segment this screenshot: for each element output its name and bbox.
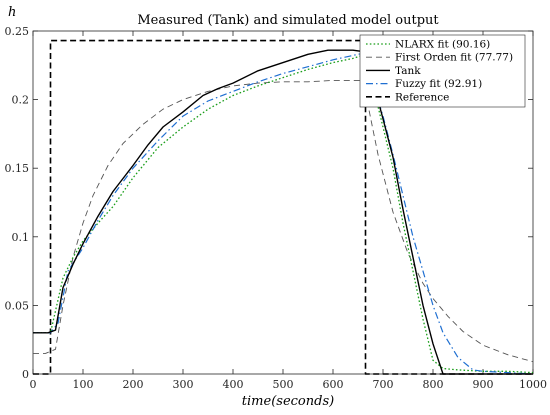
legend: NLARX fit (90.16)First Orden fit (77.77)… <box>359 34 526 108</box>
series-line-reference <box>33 39 533 375</box>
x-tick-label: 100 <box>73 378 94 391</box>
series-line-fuzzy-fit-92-91 <box>33 52 534 375</box>
legend-entry: Fuzzy fit (92.91) <box>395 78 482 90</box>
y-tick-label: 0.2 <box>12 94 30 107</box>
x-tick-label: 400 <box>223 378 244 391</box>
x-axis-label: time(seconds) <box>242 394 334 409</box>
x-tick-label: 0 <box>30 378 37 391</box>
x-tick-label: 900 <box>473 378 494 391</box>
x-tick-label: 600 <box>323 378 344 391</box>
series-line-tank <box>33 49 533 375</box>
legend-entry: Reference <box>395 91 449 103</box>
legend-entry: Tank <box>395 65 421 77</box>
y-axis-label: h <box>8 5 16 20</box>
x-tick-label: 700 <box>373 378 394 391</box>
chart-title: Measured (Tank) and simulated model outp… <box>137 13 439 28</box>
y-tick-label: 0.1 <box>12 231 30 244</box>
series-line-first-orden-fit-77-77 <box>33 79 534 363</box>
x-tick-label: 800 <box>423 378 444 391</box>
y-tick-label: 0.05 <box>5 299 30 312</box>
y-tick-label: 0 <box>22 368 29 381</box>
plot-area: 0 100 200 300 400 500 600 700 800 900 1000 0 0.05 0.1… <box>5 25 548 391</box>
legend-entry: NLARX fit (90.16) <box>395 39 490 51</box>
x-tick-label: 1000 <box>519 378 547 391</box>
x-tick-label: 200 <box>123 378 144 391</box>
y-tick-label: 0.15 <box>5 162 30 175</box>
x-tick-label: 500 <box>273 378 294 391</box>
legend-entry: First Orden fit (77.77) <box>395 52 513 64</box>
x-tick-label: 300 <box>173 378 194 391</box>
y-tick-label: 0.25 <box>5 25 30 38</box>
